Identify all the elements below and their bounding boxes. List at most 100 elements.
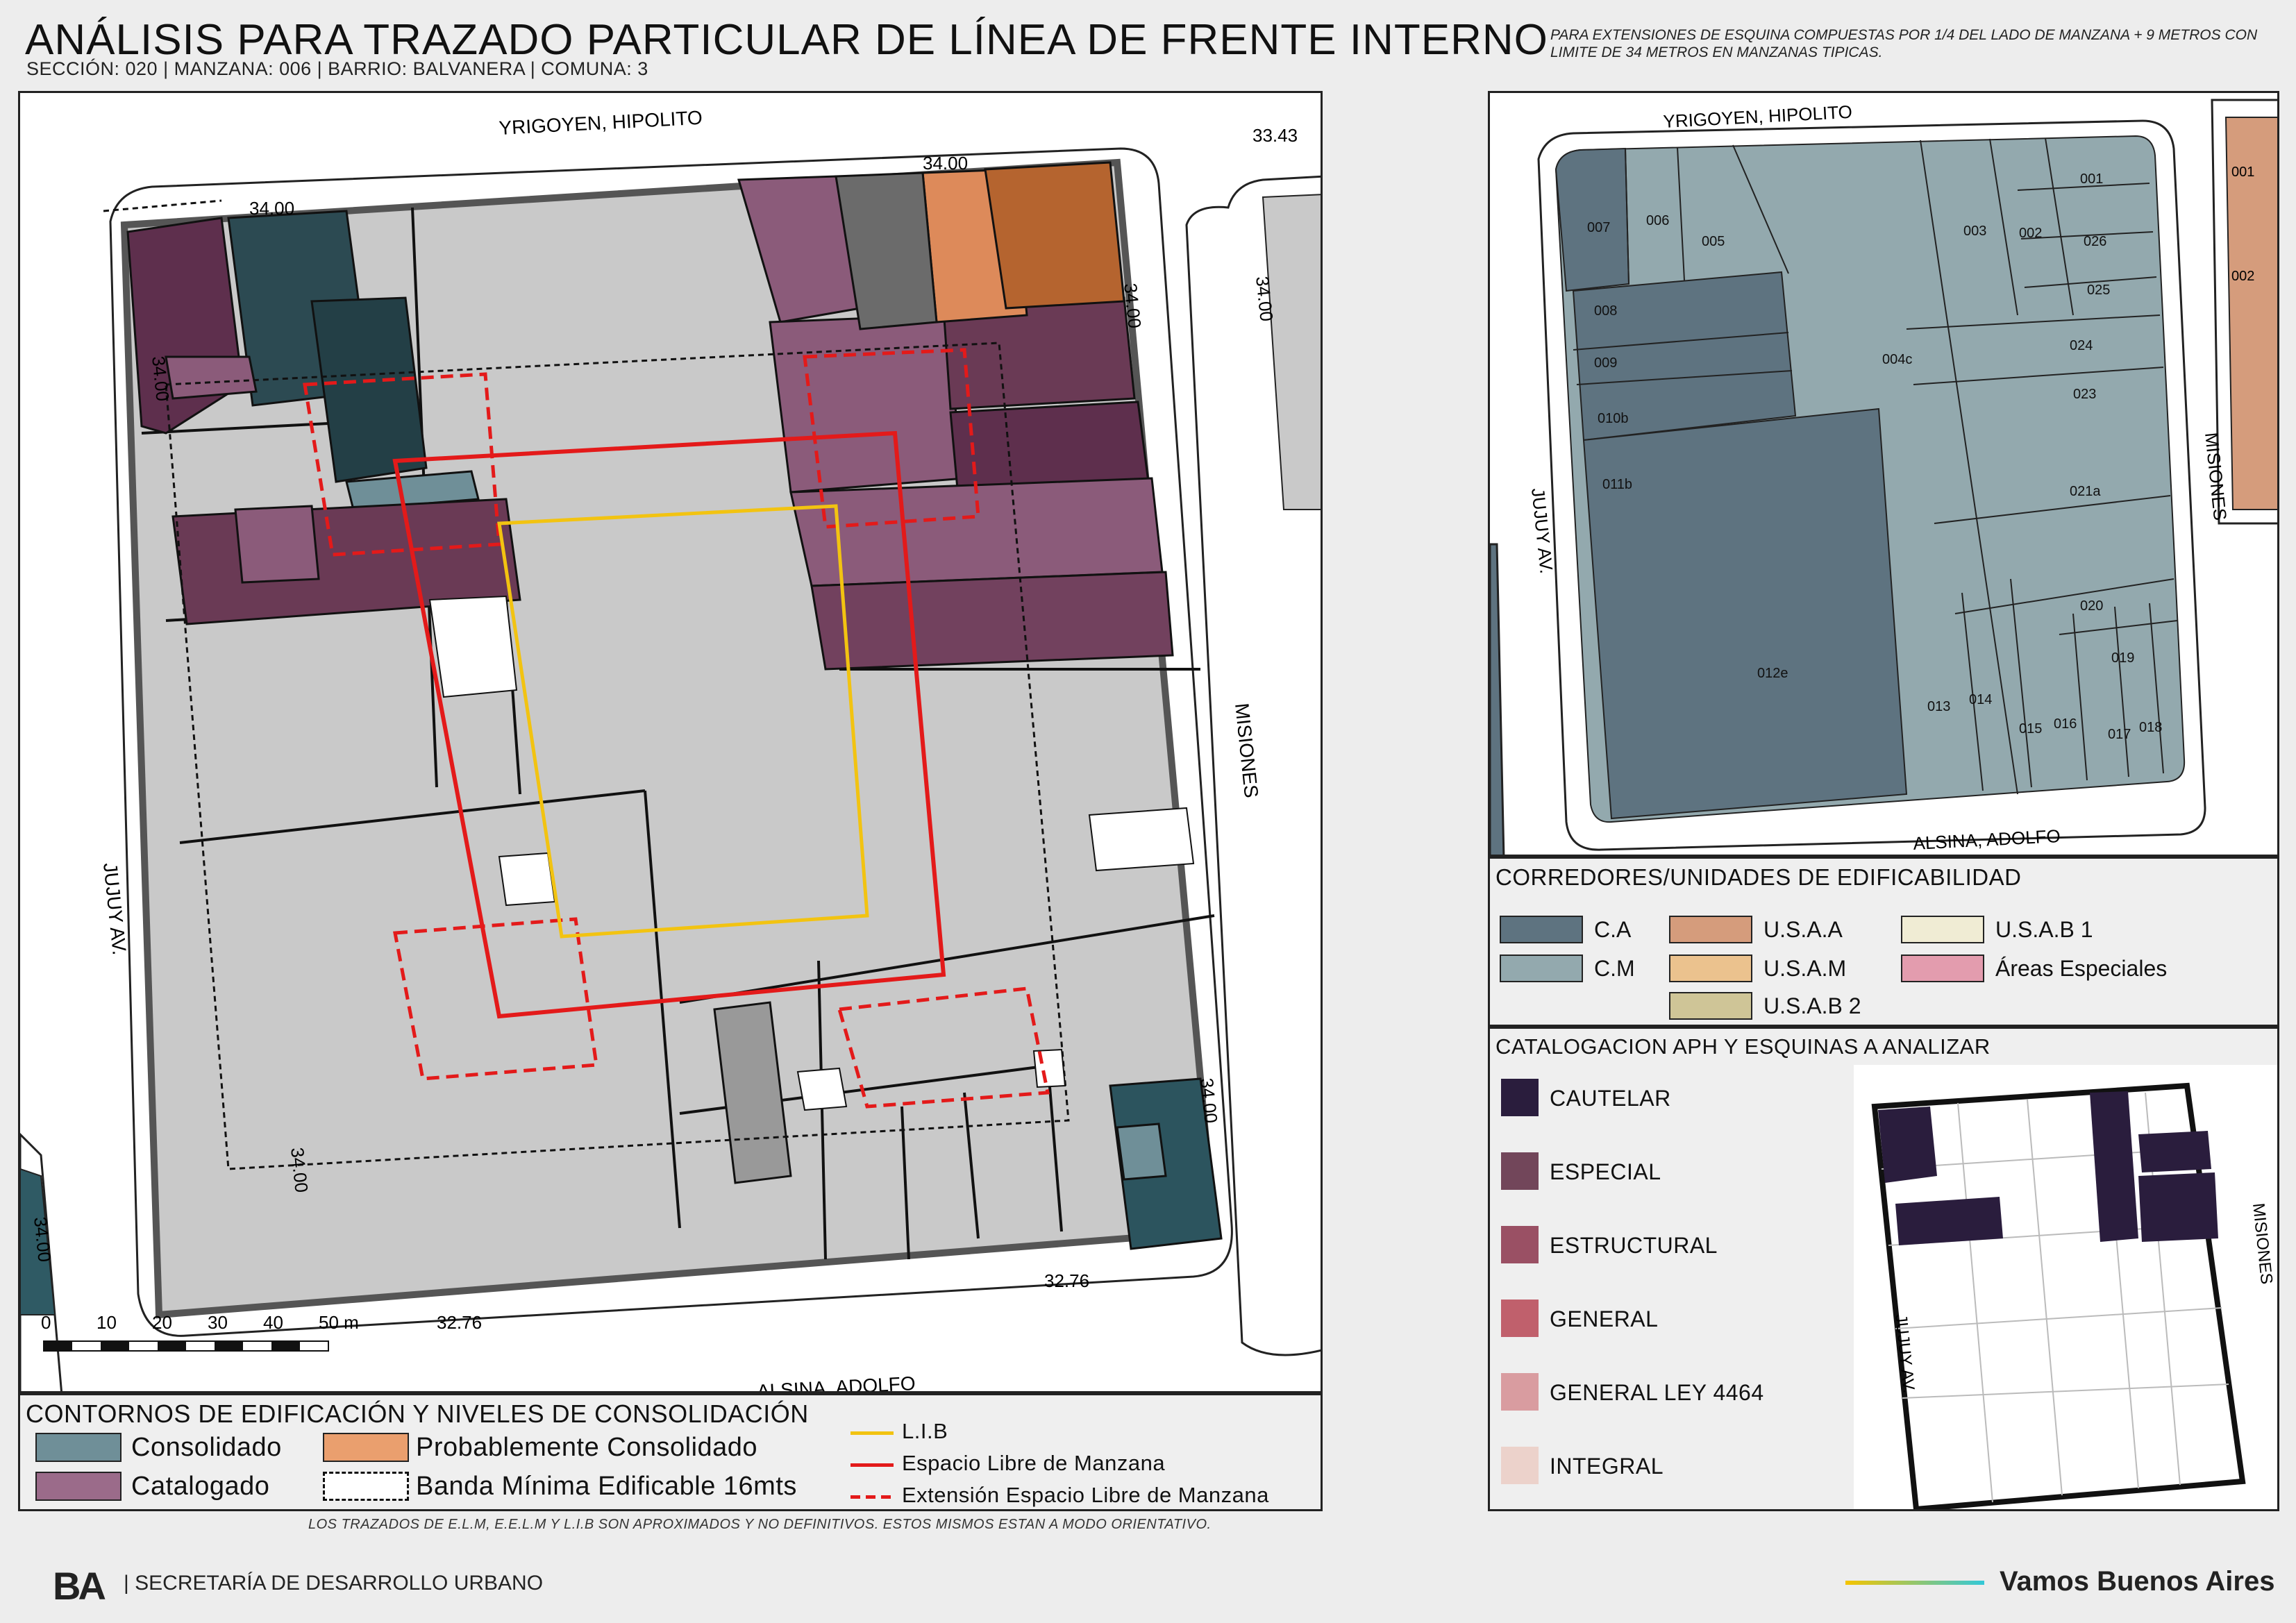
- consolidation-legend-panel: CONTORNOS DE EDIFICACIÓN Y NIVELES DE CO…: [18, 1393, 1323, 1511]
- ba-logo: BA: [53, 1564, 106, 1608]
- scale-tick-3: 30: [208, 1312, 228, 1333]
- parcel-014: 014: [1969, 692, 1992, 707]
- legend-elm-line: [850, 1463, 894, 1467]
- brand-gradient-line: [1845, 1581, 1984, 1585]
- catalog-legend-panel: CATALOGACION APH Y ESQUINAS A ANALIZAR C…: [1488, 1027, 2279, 1511]
- parcel-009: 009: [1594, 355, 1617, 371]
- parcel-map-panel[interactable]: 001 002 007 006 005 004c 003 002 001 026…: [1488, 91, 2279, 857]
- parcel-001: 001: [2080, 171, 2103, 187]
- catalog-cautelar-label: CAUTELAR: [1550, 1086, 1671, 1111]
- scale-tick-0: 0: [41, 1312, 51, 1333]
- grey-parcel: [835, 171, 938, 330]
- corridor-usab1-label: U.S.A.B 1: [1995, 917, 2093, 942]
- dim-east-top: 34.00: [1120, 282, 1146, 329]
- catalog-general-label: GENERAL: [1550, 1306, 1659, 1331]
- minimum-buildable-band: [165, 342, 1070, 1170]
- catalog-estructural-label: ESTRUCTURAL: [1550, 1233, 1718, 1258]
- parcel-023: 023: [2073, 387, 2096, 402]
- probably-consolidated-parcels: [921, 161, 1125, 323]
- adjacent-block-east-parcels: [1262, 194, 1321, 510]
- corridor-ca-swatch: [1500, 916, 1583, 943]
- dim-west-bottom: 34.00: [287, 1146, 312, 1193]
- catalog-cautelar-swatch: [1501, 1079, 1539, 1116]
- corridor-usaa-label: U.S.A.A: [1763, 917, 1843, 942]
- dim-adjacent-left: 34.00: [30, 1216, 56, 1263]
- parcel-006: 006: [1646, 213, 1669, 228]
- parcel-012e: 012e: [1757, 666, 1788, 681]
- parcel-002: 002: [2019, 226, 2042, 241]
- catalog-general-ley-label: GENERAL LEY 4464: [1550, 1380, 1764, 1405]
- catalogued-parcels: [126, 175, 1174, 671]
- adjacent-consolidated-parcel: [20, 1168, 56, 1315]
- corridor-special-label: Áreas Especiales: [1995, 956, 2168, 981]
- parcel-021a: 021a: [2070, 484, 2101, 499]
- dim-north-left: 34.00: [249, 198, 294, 219]
- legend-min-band-swatch: [323, 1472, 409, 1501]
- corridor-usam-swatch: [1669, 955, 1752, 982]
- header-note: PARA EXTENSIONES DE ESQUINA COMPUESTAS P…: [1550, 27, 2258, 60]
- street-label-north: YRIGOYEN, HIPOLITO: [498, 107, 703, 139]
- legend-lib-label: L.I.B: [902, 1419, 948, 1443]
- parcel-026: 026: [2084, 234, 2106, 249]
- legend-min-band-label: Banda Mínima Edificable 16mts: [416, 1472, 797, 1501]
- corridor-cm-label: C.M: [1594, 956, 1635, 981]
- free-block-space-line: [392, 430, 946, 1019]
- main-map-panel[interactable]: YRIGOYEN, HIPOLITO ALSINA, ADOLFO JUJUY …: [18, 91, 1323, 1393]
- dim-west-top: 34.00: [148, 355, 174, 402]
- parcel-024: 024: [2070, 338, 2093, 353]
- org-name: | SECRETARÍA DE DESARROLLO URBANO: [124, 1572, 544, 1595]
- catalog-general-swatch: [1501, 1300, 1539, 1337]
- parcel-007: 007: [1587, 220, 1610, 235]
- elm-extension-lines: [303, 348, 1050, 1109]
- parcel-019: 019: [2111, 650, 2134, 666]
- catalog-estructural-swatch: [1501, 1226, 1539, 1263]
- catalog-general-ley-swatch: [1501, 1373, 1539, 1411]
- corridor-usaa-swatch: [1669, 916, 1752, 943]
- main-block-map: YRIGOYEN, HIPOLITO ALSINA, ADOLFO JUJUY …: [20, 107, 1321, 1393]
- dim-adjacent-side: 34.00: [1252, 275, 1277, 322]
- catalog-especial-swatch: [1501, 1152, 1539, 1190]
- parcel-004c: 004c: [1882, 352, 1912, 367]
- scale-bar: 0 10 20 30 40 50 m: [41, 1308, 367, 1363]
- consolidation-legend-title: CONTORNOS DE EDIFICACIÓN Y NIVELES DE CO…: [26, 1399, 809, 1428]
- legend-catalogued-label: Catalogado: [131, 1472, 270, 1501]
- parcel-008: 008: [1594, 303, 1617, 319]
- consolidated-parcels: [227, 210, 1223, 1250]
- front-dotted-line: [103, 199, 222, 212]
- map-title: ANÁLISIS PARA TRAZADO PARTICULAR DE LÍNE…: [25, 16, 1548, 64]
- catalog-integral-swatch: [1501, 1447, 1539, 1484]
- corridor-usab2-swatch: [1669, 992, 1752, 1020]
- catalog-legend-title: CATALOGACION APH Y ESQUINAS A ANALIZAR: [1495, 1034, 1991, 1059]
- corridor-usam-label: U.S.A.M: [1763, 956, 1847, 981]
- corridor-usab1-swatch: [1901, 916, 1984, 943]
- legend-lib-line: [850, 1431, 894, 1435]
- catalog-inset-map: JUJUY AV. MISIONES: [1854, 1065, 2277, 1509]
- dim-east-bottom: 34.00: [1196, 1077, 1222, 1124]
- dim-south-left: 32.76: [437, 1312, 482, 1333]
- legend-consolidated-swatch: [35, 1433, 121, 1462]
- legend-elm-extension-label: Extensión Espacio Libre de Manzana: [902, 1483, 1269, 1507]
- dim-north-right: 34.00: [923, 153, 968, 174]
- corridor-legend-panel: CORREDORES/UNIDADES DE EDIFICABILIDAD C.…: [1488, 857, 2279, 1027]
- street-label-west: JUJUY AV.: [99, 861, 131, 956]
- parcel-016: 016: [2054, 716, 2077, 732]
- street-label-south: ALSINA, ADOLFO: [756, 1372, 916, 1393]
- catalog-integral-label: INTEGRAL: [1550, 1454, 1664, 1479]
- corridor-cm-swatch: [1500, 955, 1583, 982]
- disclaimer-note: LOS TRAZADOS DE E.L.M, E.E.L.M Y L.I.B S…: [308, 1517, 1212, 1532]
- parcel-map: 001 002 007 006 005 004c 003 002 001 026…: [1490, 99, 2277, 855]
- scale-tick-1: 10: [97, 1312, 117, 1333]
- parcel-013: 013: [1927, 699, 1950, 714]
- parcel-010b: 010b: [1598, 411, 1629, 426]
- scale-tick-4: 40: [263, 1312, 283, 1333]
- scale-tick-2: 20: [152, 1312, 172, 1333]
- legend-elm-extension-line: [850, 1495, 894, 1499]
- corridor-ca-label: C.A: [1594, 917, 1632, 942]
- parcel-011b: 011b: [1602, 477, 1632, 492]
- parcel-017: 017: [2108, 727, 2131, 742]
- legend-consolidated-label: Consolidado: [131, 1433, 282, 1462]
- parcel-018: 018: [2139, 720, 2162, 735]
- parcel-015: 015: [2019, 721, 2042, 737]
- parcel-025: 025: [2087, 283, 2110, 298]
- courtyards: [428, 595, 1195, 1111]
